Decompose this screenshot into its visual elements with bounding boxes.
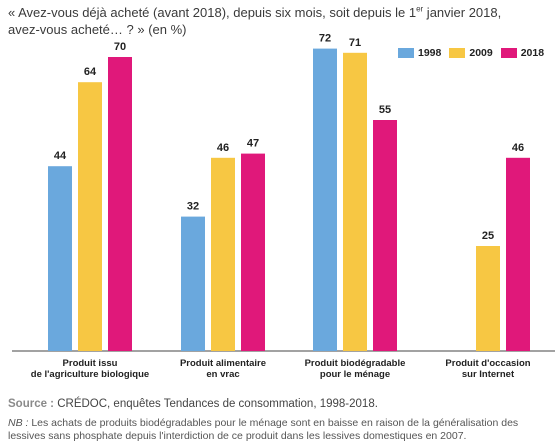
data-label-2018-cat1: 70 — [114, 41, 126, 53]
footnote-text: Les achats de produits biodégradables po… — [8, 417, 519, 442]
category-label-1-line1: Produit issu — [63, 358, 118, 369]
chart-legend: 1998 2009 2018 — [398, 47, 544, 59]
data-label-2009-cat1: 64 — [84, 66, 97, 78]
category-label-4-line1: Produit d'occasion — [445, 358, 530, 369]
legend-label-2018: 2018 — [520, 47, 545, 59]
bar-2009-cat1 — [78, 82, 102, 351]
category-label-4-line2: sur Internet — [462, 369, 515, 380]
legend-item-2018: 2018 — [500, 47, 545, 59]
bar-2009-cat3 — [343, 52, 367, 352]
category-label-2-line1: Produit alimentaire — [180, 358, 266, 369]
title-text-line2: avez-vous acheté… ? » (en %) — [8, 22, 187, 37]
legend-swatch-2009 — [449, 48, 466, 58]
chart-title: « Avez-vous déjà acheté (avant 2018), de… — [8, 4, 548, 38]
bar-2018-cat1 — [108, 57, 132, 351]
data-label-2018-cat4: 46 — [512, 142, 524, 154]
data-label-2018-cat3: 55 — [379, 104, 391, 116]
data-label-1998-cat3: 72 — [319, 33, 331, 45]
category-label-2-line2: en vrac — [206, 369, 239, 380]
footnote-label: NB : — [8, 417, 29, 429]
bar-2018-cat3 — [373, 120, 397, 351]
bar-2009-cat4 — [476, 246, 500, 351]
category-label-1-line2: de l'agriculture biologique — [31, 369, 149, 380]
data-label-2009-cat3: 71 — [349, 37, 361, 49]
legend-label-1998: 1998 — [418, 47, 442, 59]
legend-swatch-2018 — [500, 48, 517, 58]
data-label-2009-cat2: 46 — [217, 142, 229, 154]
legend-item-1998: 1998 — [398, 47, 441, 59]
bar-2009-cat2 — [211, 157, 235, 351]
data-label-2009-cat4: 25 — [482, 230, 494, 242]
legend-item-2009: 2009 — [449, 47, 493, 59]
source-label: Source : — [8, 398, 55, 410]
bar-1998-cat3 — [313, 48, 337, 351]
bar-2018-cat2 — [241, 153, 265, 351]
title-text-part1: « Avez-vous déjà acheté (avant 2018), de… — [8, 5, 417, 20]
category-label-3-line2: pour le ménage — [320, 369, 390, 380]
title-text-part2: janvier 2018, — [423, 5, 502, 20]
source-note: Source : CRÉDOC, enquêtes Tendances de c… — [8, 398, 378, 410]
footnote: NB : Les achats de produits biodégradabl… — [8, 417, 556, 443]
source-text: CRÉDOC, enquêtes Tendances de consommati… — [54, 398, 378, 410]
data-label-2018-cat2: 47 — [247, 138, 259, 150]
data-label-1998-cat1: 44 — [54, 150, 67, 162]
legend-label-2009: 2009 — [469, 47, 493, 59]
bar-1998-cat1 — [48, 166, 72, 351]
data-label-1998-cat2: 32 — [187, 201, 199, 213]
category-label-3-line1: Produit biodégradable — [305, 358, 406, 369]
title-superscript: er — [416, 4, 424, 14]
bar-2018-cat4 — [506, 157, 530, 351]
bar-1998-cat2 — [181, 216, 205, 351]
legend-swatch-1998 — [398, 48, 414, 58]
